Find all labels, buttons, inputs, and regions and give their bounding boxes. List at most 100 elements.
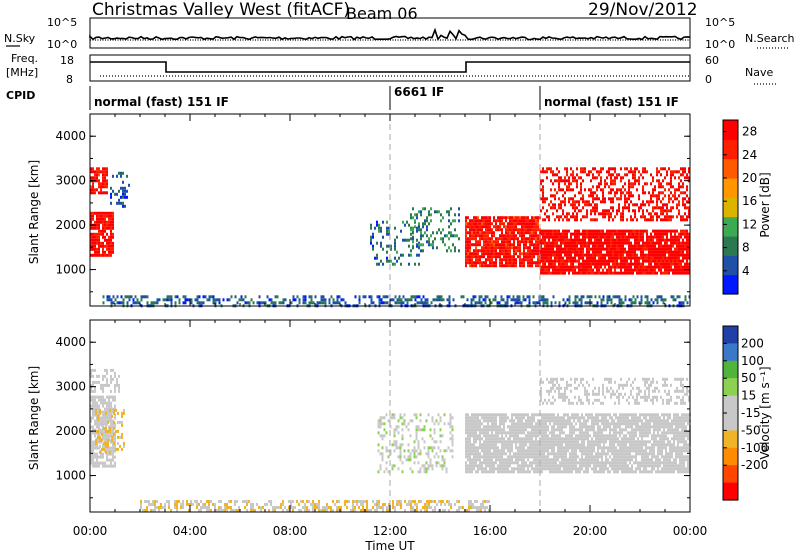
data-cell — [106, 407, 108, 411]
data-cell — [477, 416, 479, 420]
data-cell — [646, 241, 648, 245]
data-cell — [112, 295, 115, 299]
data-cell — [587, 416, 589, 420]
data-cell — [656, 295, 659, 299]
data-cell — [575, 437, 577, 441]
data-cell — [579, 428, 581, 432]
data-cell — [425, 419, 428, 423]
data-cell — [630, 232, 632, 236]
data-cell — [668, 215, 670, 219]
data-cell — [433, 431, 436, 435]
colorbar-frame — [722, 119, 739, 295]
data-cell — [686, 271, 688, 275]
data-cell — [98, 217, 100, 221]
data-cell — [196, 301, 199, 305]
data-cell — [654, 250, 656, 254]
data-cell — [626, 197, 628, 201]
data-cell — [574, 235, 576, 239]
data-cell — [590, 191, 592, 195]
data-cell — [519, 464, 521, 468]
data-cell — [390, 244, 392, 248]
data-cell — [628, 170, 630, 174]
data-cell — [600, 253, 602, 257]
data-cell — [92, 238, 94, 242]
data-cell — [406, 238, 408, 242]
data-cell — [564, 271, 566, 275]
data-cell — [578, 250, 580, 254]
data-cell — [102, 461, 104, 465]
data-cell — [638, 194, 640, 198]
data-cell — [604, 200, 606, 204]
data-cell — [513, 255, 515, 259]
data-cell — [507, 246, 509, 250]
data-cell — [688, 241, 690, 245]
data-cell — [501, 240, 503, 244]
data-cell — [612, 218, 614, 222]
data-cell — [589, 443, 591, 447]
data-cell — [414, 225, 416, 229]
data-cell — [558, 182, 560, 186]
data-cell — [176, 295, 179, 299]
data-cell — [90, 253, 92, 257]
data-cell — [529, 237, 531, 241]
data-cell — [451, 416, 454, 420]
data-cell — [397, 419, 400, 423]
data-cell — [578, 265, 580, 269]
data-cell — [499, 225, 501, 229]
data-cell — [652, 179, 654, 183]
data-cell — [126, 295, 129, 299]
data-cell — [481, 428, 483, 432]
data-cell — [533, 467, 535, 471]
data-cell — [524, 298, 527, 302]
data-cell — [678, 265, 680, 269]
data-cell — [684, 256, 686, 260]
data-cell — [618, 229, 620, 233]
data-cell — [563, 470, 565, 474]
data-cell — [640, 268, 642, 272]
data-cell — [537, 219, 539, 223]
data-cell — [519, 249, 521, 253]
data-cell — [688, 232, 690, 236]
data-cell — [574, 259, 576, 263]
data-cell — [571, 470, 573, 474]
data-cell — [554, 188, 556, 192]
data-cell — [501, 234, 503, 238]
data-cell — [96, 443, 98, 447]
data-cell — [654, 185, 656, 189]
data-cell — [561, 431, 563, 435]
data-cell — [523, 470, 525, 474]
data-cell — [642, 244, 644, 248]
data-cell — [493, 428, 495, 432]
data-cell — [515, 219, 517, 223]
data-cell — [517, 216, 519, 220]
data-cell — [587, 437, 589, 441]
data-cell — [448, 295, 451, 299]
data-cell — [527, 467, 529, 471]
data-cell — [553, 416, 555, 420]
data-cell — [551, 464, 553, 468]
data-cell — [416, 216, 418, 220]
data-cell — [94, 398, 96, 402]
data-cell — [569, 461, 571, 465]
data-cell — [572, 203, 574, 207]
data-cell — [497, 449, 499, 453]
data-cell — [682, 244, 684, 248]
data-cell — [94, 232, 96, 236]
data-cell — [479, 237, 481, 241]
data-cell — [108, 413, 110, 417]
data-cell — [559, 464, 561, 468]
data-cell — [541, 458, 543, 462]
data-cell — [96, 253, 98, 257]
data-cell — [626, 235, 628, 239]
data-cell — [676, 259, 678, 263]
data-cell — [475, 234, 477, 238]
data-cell — [450, 222, 452, 226]
data-cell — [415, 431, 418, 435]
data-cell — [682, 232, 684, 236]
data-cell — [576, 250, 578, 254]
data-cell — [96, 401, 98, 405]
data-cell — [543, 464, 545, 468]
data-cell — [507, 255, 509, 259]
data-cell — [418, 295, 421, 299]
data-cell — [616, 209, 618, 213]
